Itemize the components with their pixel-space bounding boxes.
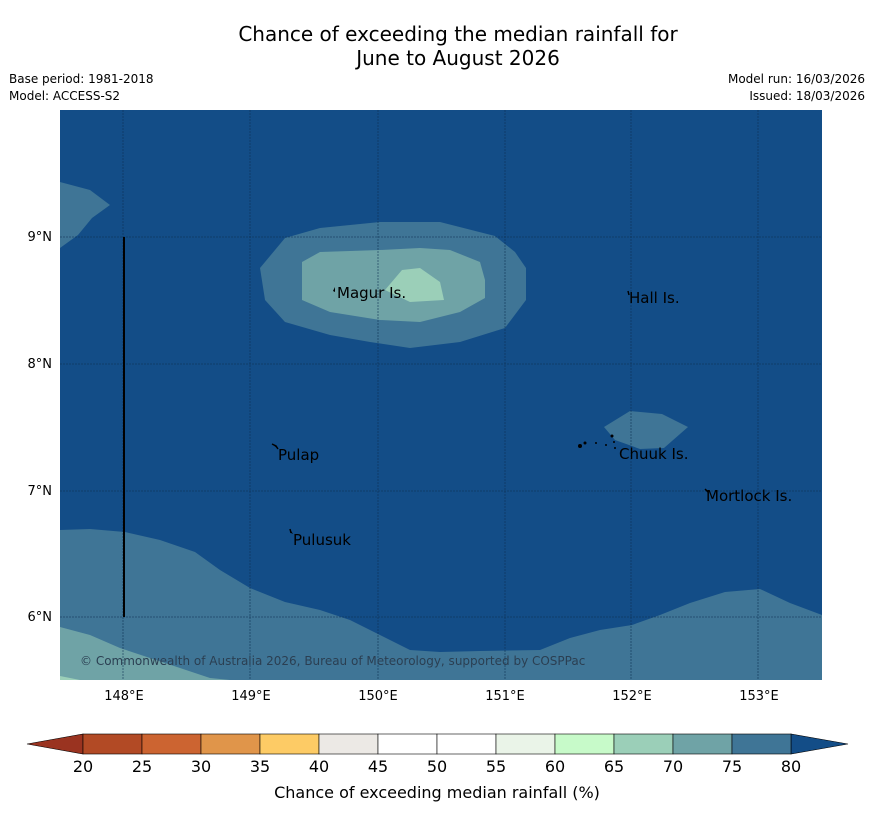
colorbar: 20 25 30 35 40 45 50 55 60 65 70 75 80: [26, 733, 849, 776]
place-mortlock: Mortlock Is.: [706, 487, 792, 505]
title-line-1: Chance of exceeding the median rainfall …: [238, 22, 678, 46]
colorbar-tick: 40: [309, 757, 329, 776]
colorbar-tick: 25: [132, 757, 152, 776]
colorbar-under-arrow: [26, 733, 84, 755]
colorbar-tick: 60: [545, 757, 565, 776]
copyright-text: © Commonwealth of Australia 2026, Bureau…: [80, 654, 585, 668]
colorbar-tick: 65: [604, 757, 624, 776]
colorbar-bin: [377, 733, 438, 755]
lat-ticks: 9°N 8°N 7°N 6°N: [28, 230, 53, 625]
colorbar-bin: [318, 733, 379, 755]
region-70-75-south: [60, 627, 230, 680]
colorbar-tick: 35: [250, 757, 270, 776]
model-run: Model run: 16/03/2026: [727, 72, 865, 86]
lat-tick: 6°N: [28, 610, 53, 625]
place-magur: Magur Is.: [337, 284, 406, 302]
colorbar-tick: 75: [722, 757, 742, 776]
colorbar-bin: [672, 733, 733, 755]
lon-tick: 151°E: [485, 689, 525, 704]
place-pulusuk: Pulusuk: [293, 531, 351, 549]
colorbar-tick: 80: [781, 757, 801, 776]
colorbar-tick: 70: [663, 757, 683, 776]
colorbar-bin: [259, 733, 320, 755]
lon-tick: 153°E: [739, 689, 779, 704]
lon-tick: 152°E: [612, 689, 652, 704]
map-title: Chance of exceeding the median rainfall …: [0, 22, 873, 70]
lat-tick: 8°N: [28, 357, 53, 372]
place-chuuk: Chuuk Is.: [619, 445, 688, 463]
model-name: Model: ACCESS-S2: [9, 89, 121, 103]
colorbar-bin: [554, 733, 615, 755]
colorbar-over-arrow: [790, 733, 849, 755]
colorbar-bin: [436, 733, 497, 755]
region-75-80-nw: [60, 182, 110, 248]
lon-tick: 148°E: [104, 689, 144, 704]
issued-date: Issued: 18/03/2026: [749, 89, 865, 103]
lon-tick: 149°E: [231, 689, 271, 704]
lon-ticks: 148°E 149°E 150°E 151°E 152°E 153°E: [104, 689, 779, 704]
region-75-80-chuuk: [604, 411, 688, 449]
region-65-70-south: [60, 676, 80, 680]
colorbar-bin: [731, 733, 792, 755]
lat-tick: 9°N: [28, 230, 53, 245]
region-65-70-magur: [385, 268, 444, 302]
meta-right: Model run: 16/03/2026 Issued: 18/03/2026: [728, 71, 865, 105]
colorbar-bin: [495, 733, 556, 755]
colorbar-bin: [141, 733, 202, 755]
colorbar-tick: 55: [486, 757, 506, 776]
colorbar-bin: [82, 733, 143, 755]
base-period: Base period: 1981-2018: [9, 72, 154, 86]
region-75-80-south: [60, 529, 822, 680]
map-area: Magur Is. Hall Is. Pulap Chuuk Is. Mortl…: [60, 110, 822, 680]
lon-tick: 150°E: [358, 689, 398, 704]
place-pulap: Pulap: [278, 446, 319, 464]
colorbar-bin: [200, 733, 261, 755]
place-hall: Hall Is.: [629, 289, 680, 307]
colorbar-tick: 20: [73, 757, 93, 776]
colorbar-tick: 50: [427, 757, 447, 776]
lat-tick: 7°N: [28, 484, 53, 499]
colorbar-label: Chance of exceeding median rainfall (%): [274, 783, 600, 802]
meta-left: Base period: 1981-2018 Model: ACCESS-S2: [9, 71, 154, 105]
title-line-2: June to August 2026: [356, 46, 560, 70]
colorbar-tick: 45: [368, 757, 388, 776]
colorbar-tick: 30: [191, 757, 211, 776]
colorbar-bin: [613, 733, 674, 755]
